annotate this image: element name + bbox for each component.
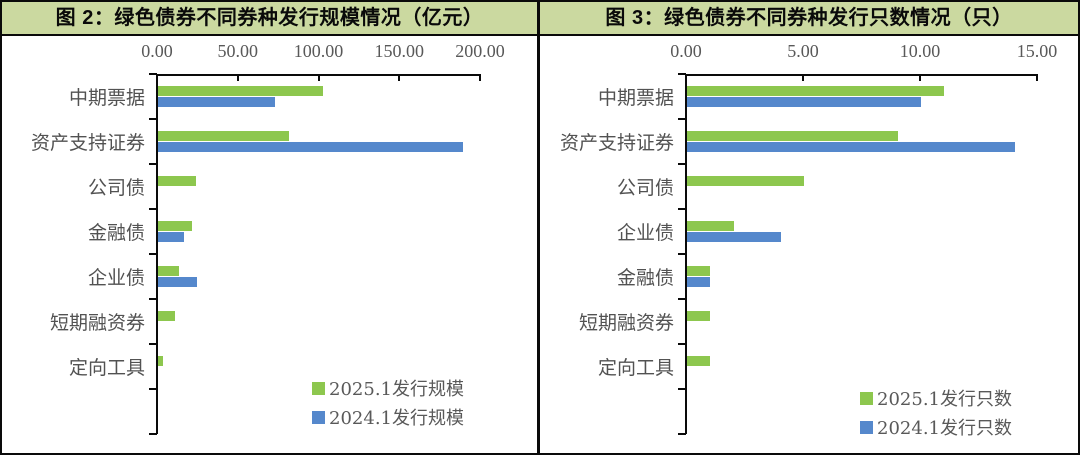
bar-s0-c1 [687,131,898,141]
category-label: 短期融资券 [578,312,674,334]
legend-item: 2025.1发行只数 [860,386,1012,410]
y-axis-tick [678,253,686,255]
y-axis-tick [678,388,686,390]
y-axis-tick [678,208,686,210]
category-label: 短期融资券 [49,312,145,334]
x-axis-tick-label: 150.00 [374,41,425,61]
y-axis-tick [149,433,157,435]
bar-s0-c4 [158,266,180,276]
chart-title-count: 图 3：绿色债券不同券种发行只数情况（只） [540,2,1078,36]
category-label: 资产支持证券 [30,132,145,154]
bar-s1-c3 [687,232,781,242]
y-axis-line [685,74,687,434]
panel-issuance-scale: 图 2：绿色债券不同券种发行规模情况（亿元） 0.00 50.00 100.00 15… [2,2,540,453]
x-axis-tick-label: 10.00 [899,41,941,61]
bar-s1-c4 [158,277,198,287]
bar-s0-c2 [158,176,196,186]
bar-s1-c3 [158,232,184,242]
category-label: 金融债 [616,267,674,289]
x-axis-tick-label: 0.00 [670,41,702,61]
y-axis-tick [678,298,686,300]
x-axis-tick-label: 5.00 [787,41,819,61]
legend-swatch-icon [860,420,874,434]
y-axis-tick [678,343,686,345]
x-axis-line [157,74,480,76]
bar-s0-c1 [158,131,289,141]
x-axis-tick-label: 15.00 [1016,41,1058,61]
y-axis-tick [149,298,157,300]
legend: 2025.1发行规模 2024.1发行规模 [312,371,464,429]
legend-item: 2025.1发行规模 [312,376,464,400]
bar-s0-c6 [158,356,163,366]
legend: 2025.1发行只数 2024.1发行只数 [860,381,1012,439]
bar-s0-c0 [158,86,323,96]
legend-label: 2024.1发行只数 [877,418,1012,439]
category-label: 公司债 [616,177,674,199]
category-label: 资产支持证券 [559,132,674,154]
bar-s0-c4 [687,266,711,276]
bar-s0-c3 [687,221,734,231]
category-label: 中期票据 [597,87,674,109]
chart-title-scale: 图 2：绿色债券不同券种发行规模情况（亿元） [2,2,537,36]
y-axis-tick [149,163,157,165]
category-label: 中期票据 [68,87,145,109]
bar-s0-c0 [687,86,945,96]
y-axis-tick [149,253,157,255]
x-axis-line [686,74,1037,76]
legend-label: 2025.1发行只数 [877,389,1012,410]
y-axis-tick [149,73,157,75]
x-axis-tick-label: 0.00 [141,41,173,61]
bar-s0-c5 [158,311,176,321]
y-axis-tick [149,118,157,120]
chart-area-count: 0.00 5.00 10.00 15.00 中期票据资产支持证券公司债企业债金融债短期融… [540,36,1078,453]
category-label: 定向工具 [68,357,145,379]
y-axis-tick [149,343,157,345]
chart-area-scale: 0.00 50.00 100.00 150.00 200.00 中期票据资产支持证券公司债… [2,36,537,453]
category-label: 企业债 [87,267,145,289]
y-axis-tick [149,208,157,210]
bar-s1-c0 [158,97,275,107]
category-label: 定向工具 [597,357,674,379]
legend-item: 2024.1发行只数 [860,415,1012,439]
bar-s1-c0 [687,97,921,107]
x-axis-tick [317,74,320,81]
x-axis-tick-label: 50.00 [217,41,259,61]
legend-swatch-icon [860,391,874,405]
x-axis-tick-label: 200.00 [455,41,505,61]
y-axis-tick [678,118,686,120]
legend-swatch-icon [312,381,326,395]
bar-s0-c3 [158,221,192,231]
bar-s0-c5 [687,311,711,321]
bar-s0-c6 [687,356,711,366]
x-axis-tick [802,74,804,81]
legend-label: 2024.1发行规模 [329,408,464,429]
bar-s1-c1 [687,142,1015,152]
bar-s1-c4 [687,277,711,287]
legend-swatch-icon [312,410,326,424]
x-axis-tick [919,74,921,81]
category-label: 金融债 [87,222,145,244]
x-axis-tick [1036,74,1038,81]
y-axis-tick [678,433,686,435]
legend-label: 2025.1发行规模 [329,379,464,400]
x-axis-tick-label: 100.00 [293,41,344,61]
x-axis-tick [479,74,481,81]
y-axis-tick [678,163,686,165]
y-axis-line [156,74,158,434]
x-axis-tick [398,74,401,81]
y-axis-tick [678,73,686,75]
bar-s1-c1 [158,142,463,152]
x-axis-tick [236,74,239,81]
category-label: 公司债 [87,177,145,199]
bar-s0-c2 [687,176,804,186]
panel-issuance-count: 图 3：绿色债券不同券种发行只数情况（只） 0.00 5.00 10.00 15.00… [540,2,1078,453]
legend-item: 2024.1发行规模 [312,405,464,429]
y-axis-tick [149,388,157,390]
category-label: 企业债 [616,222,674,244]
